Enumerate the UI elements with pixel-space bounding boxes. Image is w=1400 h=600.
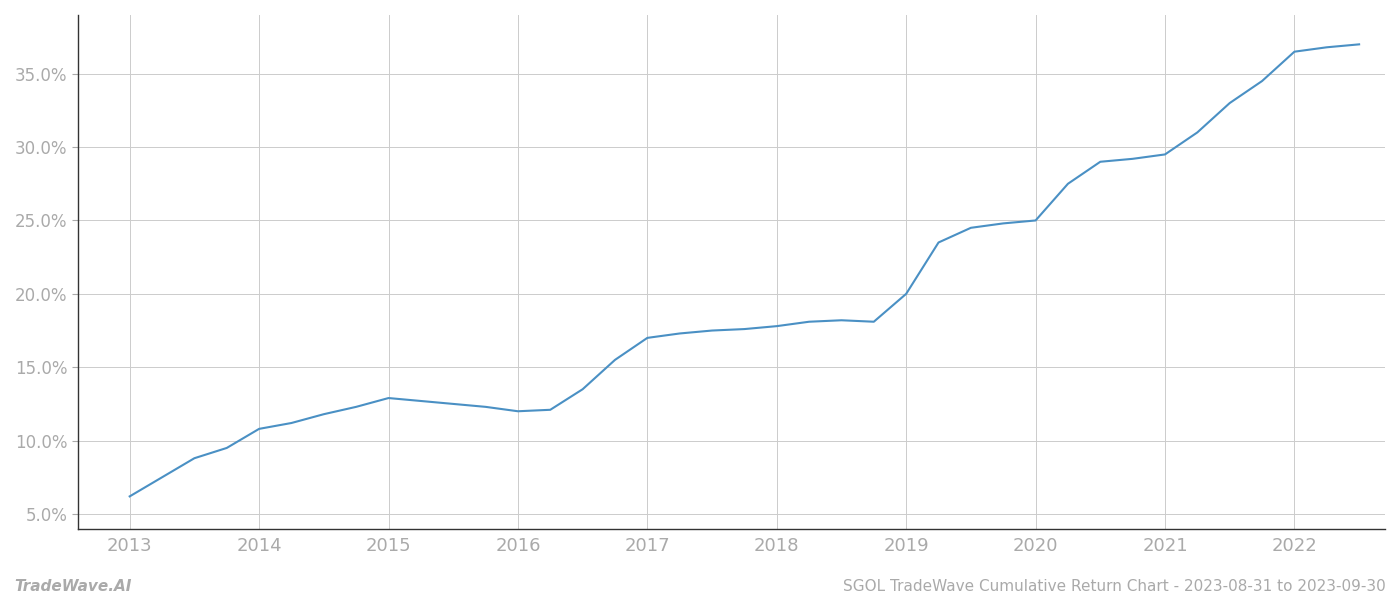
- Text: TradeWave.AI: TradeWave.AI: [14, 579, 132, 594]
- Text: SGOL TradeWave Cumulative Return Chart - 2023-08-31 to 2023-09-30: SGOL TradeWave Cumulative Return Chart -…: [843, 579, 1386, 594]
